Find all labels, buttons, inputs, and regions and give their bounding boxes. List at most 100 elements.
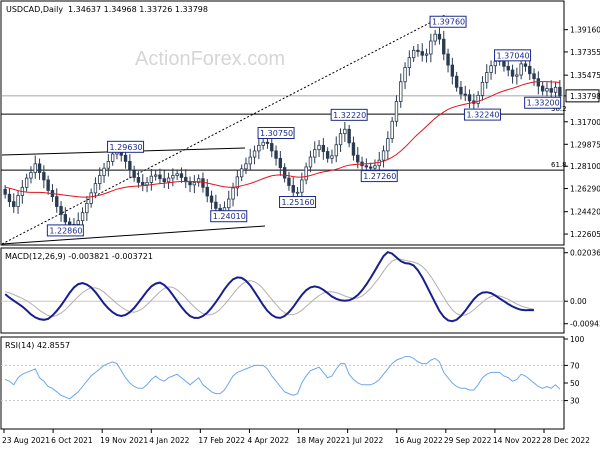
- candle-body: [476, 94, 480, 104]
- candle-body: [63, 214, 68, 223]
- candle-body: [141, 181, 145, 186]
- rsi-grid: [1, 364, 564, 402]
- y-tick-label: 1.24420: [570, 208, 600, 217]
- candle-body: [549, 88, 553, 93]
- candle-body: [33, 163, 37, 173]
- macd-title: MACD(12,26,9) -0.003821 -0.003721: [5, 252, 153, 261]
- candle-body: [373, 165, 377, 169]
- candle-body: [338, 133, 343, 146]
- price-label-box: [429, 15, 467, 28]
- candle-body: [330, 155, 334, 159]
- candle-body: [59, 206, 63, 215]
- candle-body: [450, 64, 455, 77]
- candle-body: [558, 86, 562, 97]
- candle-body: [429, 40, 433, 55]
- current-price-label: 1.33798: [570, 92, 600, 101]
- x-tick-label: 18 May 2022: [297, 436, 346, 445]
- price-label: 1.30750: [260, 129, 293, 138]
- candle-body: [399, 81, 403, 102]
- candle-body: [287, 177, 291, 186]
- rsi-tick-label: 70: [570, 361, 580, 370]
- candle-body: [291, 185, 295, 193]
- candle-body: [257, 144, 261, 152]
- y-tick-label: 1.28100: [570, 162, 600, 171]
- candle-body: [545, 88, 549, 92]
- rsi-y-axis: 100 70 50 30: [564, 335, 585, 406]
- candle-body: [381, 150, 386, 161]
- rsi-panel-frame: [0, 336, 565, 430]
- date-x-axis: 23 Aug 2021 6 Oct 2021 19 Nov 2021 4 Jan 20…: [2, 429, 590, 445]
- fib-label: 38.2: [551, 105, 567, 113]
- candle-body: [506, 65, 510, 71]
- candle-body: [29, 172, 33, 179]
- candle-body: [76, 220, 80, 225]
- price-labels: 1.39760 1.37040 1.33200 1.32240 1.32220 1.307…: [46, 15, 562, 237]
- candle-body: [93, 183, 98, 194]
- candle-body: [171, 175, 175, 179]
- candle-body: [231, 187, 235, 200]
- candle-body: [411, 49, 416, 59]
- price-panel: ActionForex.com 38.261.8 1.397601.370401…: [0, 0, 567, 246]
- candle-body: [244, 163, 248, 170]
- price-label-box: [463, 108, 501, 121]
- candle-body: [3, 188, 7, 195]
- ohlc-readout: 1.34637 1.34968 1.33726 1.33798: [68, 5, 208, 14]
- candle-body: [437, 33, 442, 40]
- fib-label: 61.8: [551, 161, 567, 169]
- candle-body: [16, 195, 20, 207]
- rsi-tick-label: 50: [570, 379, 580, 388]
- candle-body: [248, 156, 252, 165]
- price-label-box: [494, 49, 532, 62]
- x-tick-label: 16 Aug 2022: [395, 436, 443, 445]
- candle-body: [24, 177, 29, 188]
- y-tick-label: 1.31700: [570, 118, 600, 127]
- x-tick-label: 19 Nov 2021: [100, 436, 148, 445]
- candle-body: [128, 160, 132, 171]
- chart-title: USDCAD,Daily: [6, 5, 63, 14]
- macd-signal-line: [5, 258, 535, 318]
- x-tick-label: 28 Dec 2022: [542, 436, 590, 445]
- candle-body: [278, 157, 283, 168]
- x-tick-label: 29 Sep 2022: [444, 436, 492, 445]
- candle-body: [394, 101, 399, 122]
- candle-body: [46, 179, 50, 191]
- candle-body: [136, 177, 141, 183]
- price-label-box: [330, 108, 368, 121]
- rsi-panel: RSI(14) 42.8557: [0, 336, 565, 430]
- candle-body: [463, 93, 467, 96]
- moving-average-line: [5, 81, 560, 198]
- candle-body: [252, 150, 257, 158]
- candle-body: [347, 128, 351, 144]
- candle-body: [270, 143, 274, 152]
- price-label: 1.25160: [282, 198, 315, 207]
- macd-panel: MACD(12,26,9) -0.003821 -0.003721: [0, 247, 565, 334]
- macd-tick-label: 0.02036: [570, 249, 600, 258]
- candle-body: [424, 53, 429, 56]
- candle-body: [536, 78, 541, 87]
- price-label: 1.33200: [527, 99, 560, 108]
- watermark: ActionForex.com: [135, 48, 285, 70]
- current-price-box: [565, 89, 600, 103]
- candle-body: [227, 198, 231, 209]
- price-label: 1.32240: [466, 111, 499, 120]
- price-label: 1.22860: [49, 226, 82, 235]
- candle-body: [420, 51, 424, 56]
- candle-body: [158, 174, 162, 180]
- y-tick-label: 1.39160: [570, 26, 600, 35]
- candle-body: [149, 175, 154, 183]
- candle-body: [102, 167, 106, 176]
- candle-body: [446, 53, 450, 66]
- y-tick-label: 1.26290: [570, 185, 600, 194]
- candle-body: [343, 128, 347, 135]
- candle-body: [80, 212, 85, 222]
- x-tick-label: 6 Oct 2021: [51, 436, 93, 445]
- dotted-trendline: [1, 14, 446, 245]
- candle-body: [510, 69, 515, 77]
- price-label-box: [210, 210, 248, 223]
- candle-body: [12, 201, 16, 207]
- candle-body: [188, 181, 192, 186]
- candle-body: [313, 149, 317, 158]
- y-tick-label: 1.37355: [570, 48, 600, 57]
- candle-body: [321, 144, 326, 152]
